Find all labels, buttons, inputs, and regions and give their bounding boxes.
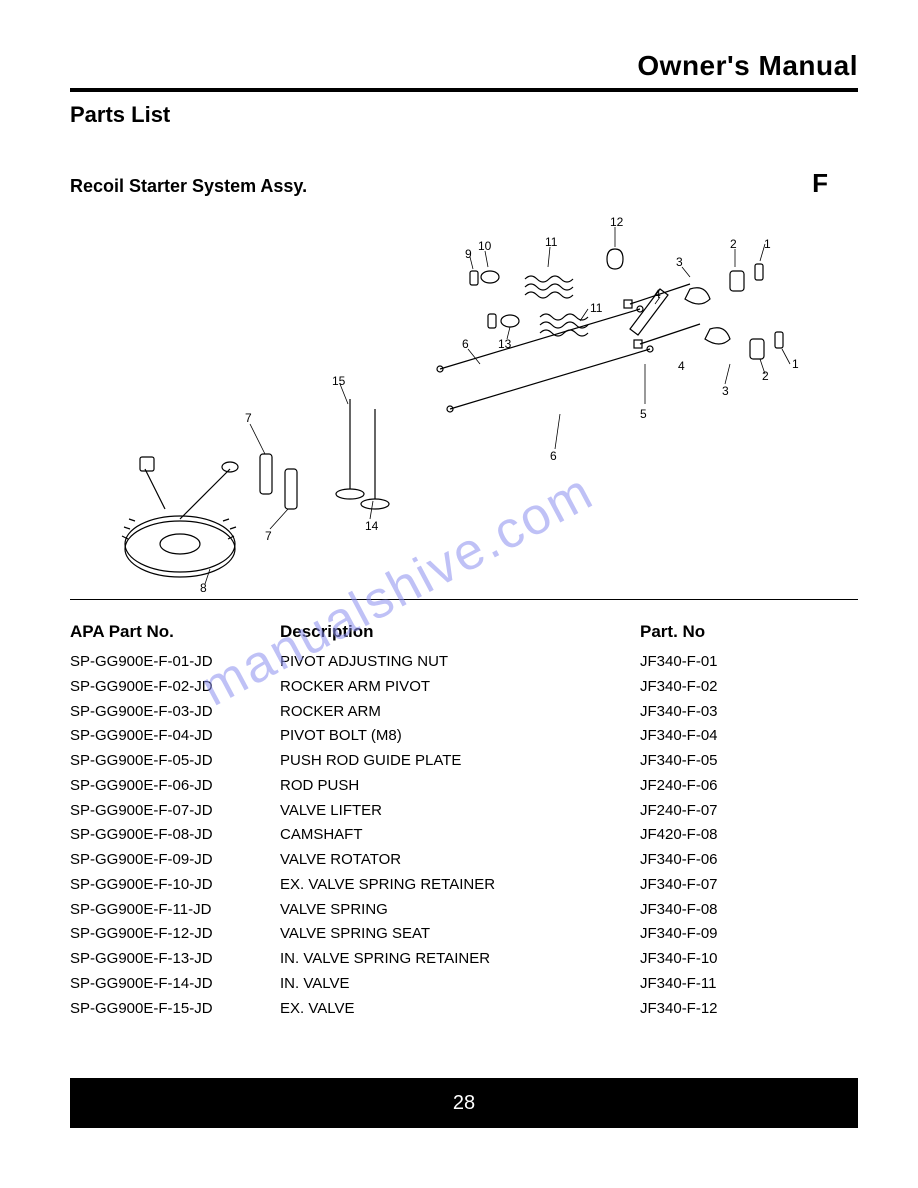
callout-1a: 1 [764,237,771,251]
cell-part: JF340-F-10 [640,947,820,972]
cell-desc: CAMSHAFT [280,823,640,848]
cell-apa: SP-GG900E-F-05-JD [70,749,280,774]
callout-3b: 3 [722,384,729,398]
callout-12: 12 [610,215,623,229]
callout-2a: 2 [730,237,737,251]
cell-apa: SP-GG900E-F-07-JD [70,799,280,824]
cell-desc: ROD PUSH [280,774,640,799]
cell-part: JF240-F-07 [640,799,820,824]
cell-desc: IN. VALVE [280,972,640,997]
cell-part: JF340-F-01 [640,650,820,675]
callout-9: 9 [465,247,472,261]
cell-apa: SP-GG900E-F-14-JD [70,972,280,997]
cell-apa: SP-GG900E-F-09-JD [70,848,280,873]
cell-part: JF340-F-12 [640,997,820,1022]
header-rule [70,88,858,92]
callout-8: 8 [200,581,207,595]
callout-10: 10 [478,239,491,253]
callout-11a: 11 [545,235,557,249]
cell-desc: VALVE LIFTER [280,799,640,824]
parts-table: APA Part No. Description Part. No SP-GG9… [70,618,858,1021]
cell-part: JF340-F-04 [640,724,820,749]
cell-desc: PUSH ROD GUIDE PLATE [280,749,640,774]
cell-desc: PIVOT ADJUSTING NUT [280,650,640,675]
callout-5: 5 [640,407,647,421]
cell-part: JF340-F-02 [640,675,820,700]
cell-desc: ROCKER ARM [280,700,640,725]
callout-6a: 6 [462,337,469,351]
cell-part: JF340-F-09 [640,922,820,947]
cell-apa: SP-GG900E-F-11-JD [70,898,280,923]
cell-desc: IN. VALVE SPRING RETAINER [280,947,640,972]
cell-apa: SP-GG900E-F-12-JD [70,922,280,947]
col-header-part: Part. No [640,618,820,650]
cell-desc: EX. VALVE [280,997,640,1022]
cell-desc: EX. VALVE SPRING RETAINER [280,873,640,898]
cell-apa: SP-GG900E-F-13-JD [70,947,280,972]
col-header-apa: APA Part No. [70,618,280,650]
callout-4b: 4 [678,359,685,373]
callout-3a: 3 [676,255,683,269]
cell-part: JF340-F-07 [640,873,820,898]
cell-part: JF340-F-08 [640,898,820,923]
cell-apa: SP-GG900E-F-02-JD [70,675,280,700]
callout-4a: 4 [654,287,661,301]
callout-13: 13 [498,337,511,351]
col-header-desc: Description [280,618,640,650]
page-number: 28 [453,1092,475,1115]
callout-7b: 7 [265,529,272,543]
callout-7a: 7 [245,411,252,425]
cell-apa: SP-GG900E-F-03-JD [70,700,280,725]
cell-part: JF240-F-06 [640,774,820,799]
callout-11b: 11 [590,301,602,315]
callout-15: 15 [332,374,345,388]
cell-apa: SP-GG900E-F-06-JD [70,774,280,799]
cell-part: JF340-F-05 [640,749,820,774]
cell-part: JF340-F-06 [640,848,820,873]
cell-desc: VALVE SPRING SEAT [280,922,640,947]
cell-apa: SP-GG900E-F-08-JD [70,823,280,848]
assembly-row: Recoil Starter System Assy. F [70,168,858,199]
diagram-svg [70,209,858,599]
page-footer: 28 [70,1078,858,1128]
assembly-name: Recoil Starter System Assy. [70,176,307,197]
cell-desc: VALVE SPRING [280,898,640,923]
cell-part: JF340-F-11 [640,972,820,997]
assembly-letter: F [812,168,858,199]
cell-apa: SP-GG900E-F-15-JD [70,997,280,1022]
callout-1b: 1 [792,357,799,371]
page-header-title: Owner's Manual [70,50,858,82]
cell-desc: ROCKER ARM PIVOT [280,675,640,700]
cell-part: JF420-F-08 [640,823,820,848]
callout-6b: 6 [550,449,557,463]
callout-2b: 2 [762,369,769,383]
callout-14: 14 [365,519,378,533]
cell-desc: PIVOT BOLT (M8) [280,724,640,749]
exploded-diagram: 1 1 2 2 3 3 4 4 5 6 6 7 7 8 9 10 11 11 1… [70,209,858,600]
cell-desc: VALVE ROTATOR [280,848,640,873]
cell-apa: SP-GG900E-F-04-JD [70,724,280,749]
cell-apa: SP-GG900E-F-01-JD [70,650,280,675]
cell-part: JF340-F-03 [640,700,820,725]
cell-apa: SP-GG900E-F-10-JD [70,873,280,898]
section-title: Parts List [70,102,858,128]
